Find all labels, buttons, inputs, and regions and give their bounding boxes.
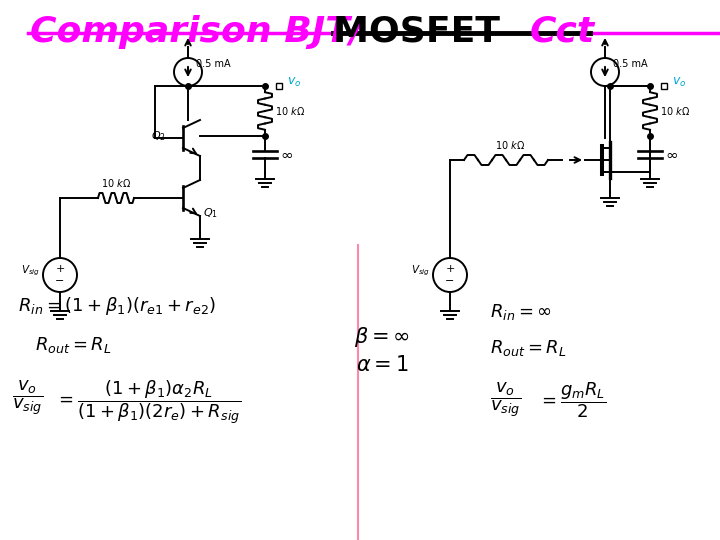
Text: $v_o$: $v_o$	[287, 76, 302, 89]
Text: $10\ k\Omega$: $10\ k\Omega$	[101, 177, 131, 189]
Text: $10\ k\Omega$: $10\ k\Omega$	[495, 139, 525, 151]
Text: $Q_1$: $Q_1$	[203, 206, 218, 220]
Text: 0.5 mA: 0.5 mA	[196, 59, 230, 69]
Text: $Q_2$: $Q_2$	[151, 129, 166, 143]
Text: Comparison BJT/: Comparison BJT/	[30, 15, 363, 49]
Text: $\infty$: $\infty$	[280, 146, 293, 161]
Text: −: −	[55, 276, 65, 286]
Text: $\alpha = 1$: $\alpha = 1$	[356, 355, 408, 375]
Text: $10\ k\Omega$: $10\ k\Omega$	[275, 105, 305, 117]
Text: +: +	[55, 264, 65, 274]
Text: −: −	[445, 276, 455, 286]
Text: $R_{out} = R_L$: $R_{out} = R_L$	[35, 335, 112, 355]
Text: $\dfrac{v_o}{v_{sig}}$: $\dfrac{v_o}{v_{sig}}$	[490, 380, 521, 419]
Text: 0.5 mA: 0.5 mA	[613, 59, 647, 69]
Text: $v_o$: $v_o$	[672, 76, 686, 89]
Text: $10\ k\Omega$: $10\ k\Omega$	[660, 105, 690, 117]
Text: $= \dfrac{g_m R_L}{2}$: $= \dfrac{g_m R_L}{2}$	[538, 380, 606, 420]
Text: $R_{in} = (1+\beta_1)(r_{e1}+r_{e2})$: $R_{in} = (1+\beta_1)(r_{e1}+r_{e2})$	[18, 295, 216, 317]
Text: $\infty$: $\infty$	[665, 146, 678, 161]
Text: $\dfrac{v_o}{v_{sig}}$: $\dfrac{v_o}{v_{sig}}$	[12, 378, 43, 417]
Text: +: +	[445, 264, 455, 274]
Text: $\beta = \infty$: $\beta = \infty$	[354, 325, 410, 349]
Text: $V_{sig}$: $V_{sig}$	[21, 264, 40, 278]
Text: MOSFET: MOSFET	[333, 15, 513, 49]
Text: $R_{out} = R_L$: $R_{out} = R_L$	[490, 338, 567, 358]
Text: $= \dfrac{(1+\beta_1)\alpha_2 R_L}{(1+\beta_1)(2r_e)+R_{sig}}$: $= \dfrac{(1+\beta_1)\alpha_2 R_L}{(1+\b…	[55, 378, 241, 426]
Text: Cct: Cct	[530, 15, 595, 49]
Text: $V_{sig}$: $V_{sig}$	[411, 264, 430, 278]
Text: $R_{in} = \infty$: $R_{in} = \infty$	[490, 302, 552, 322]
